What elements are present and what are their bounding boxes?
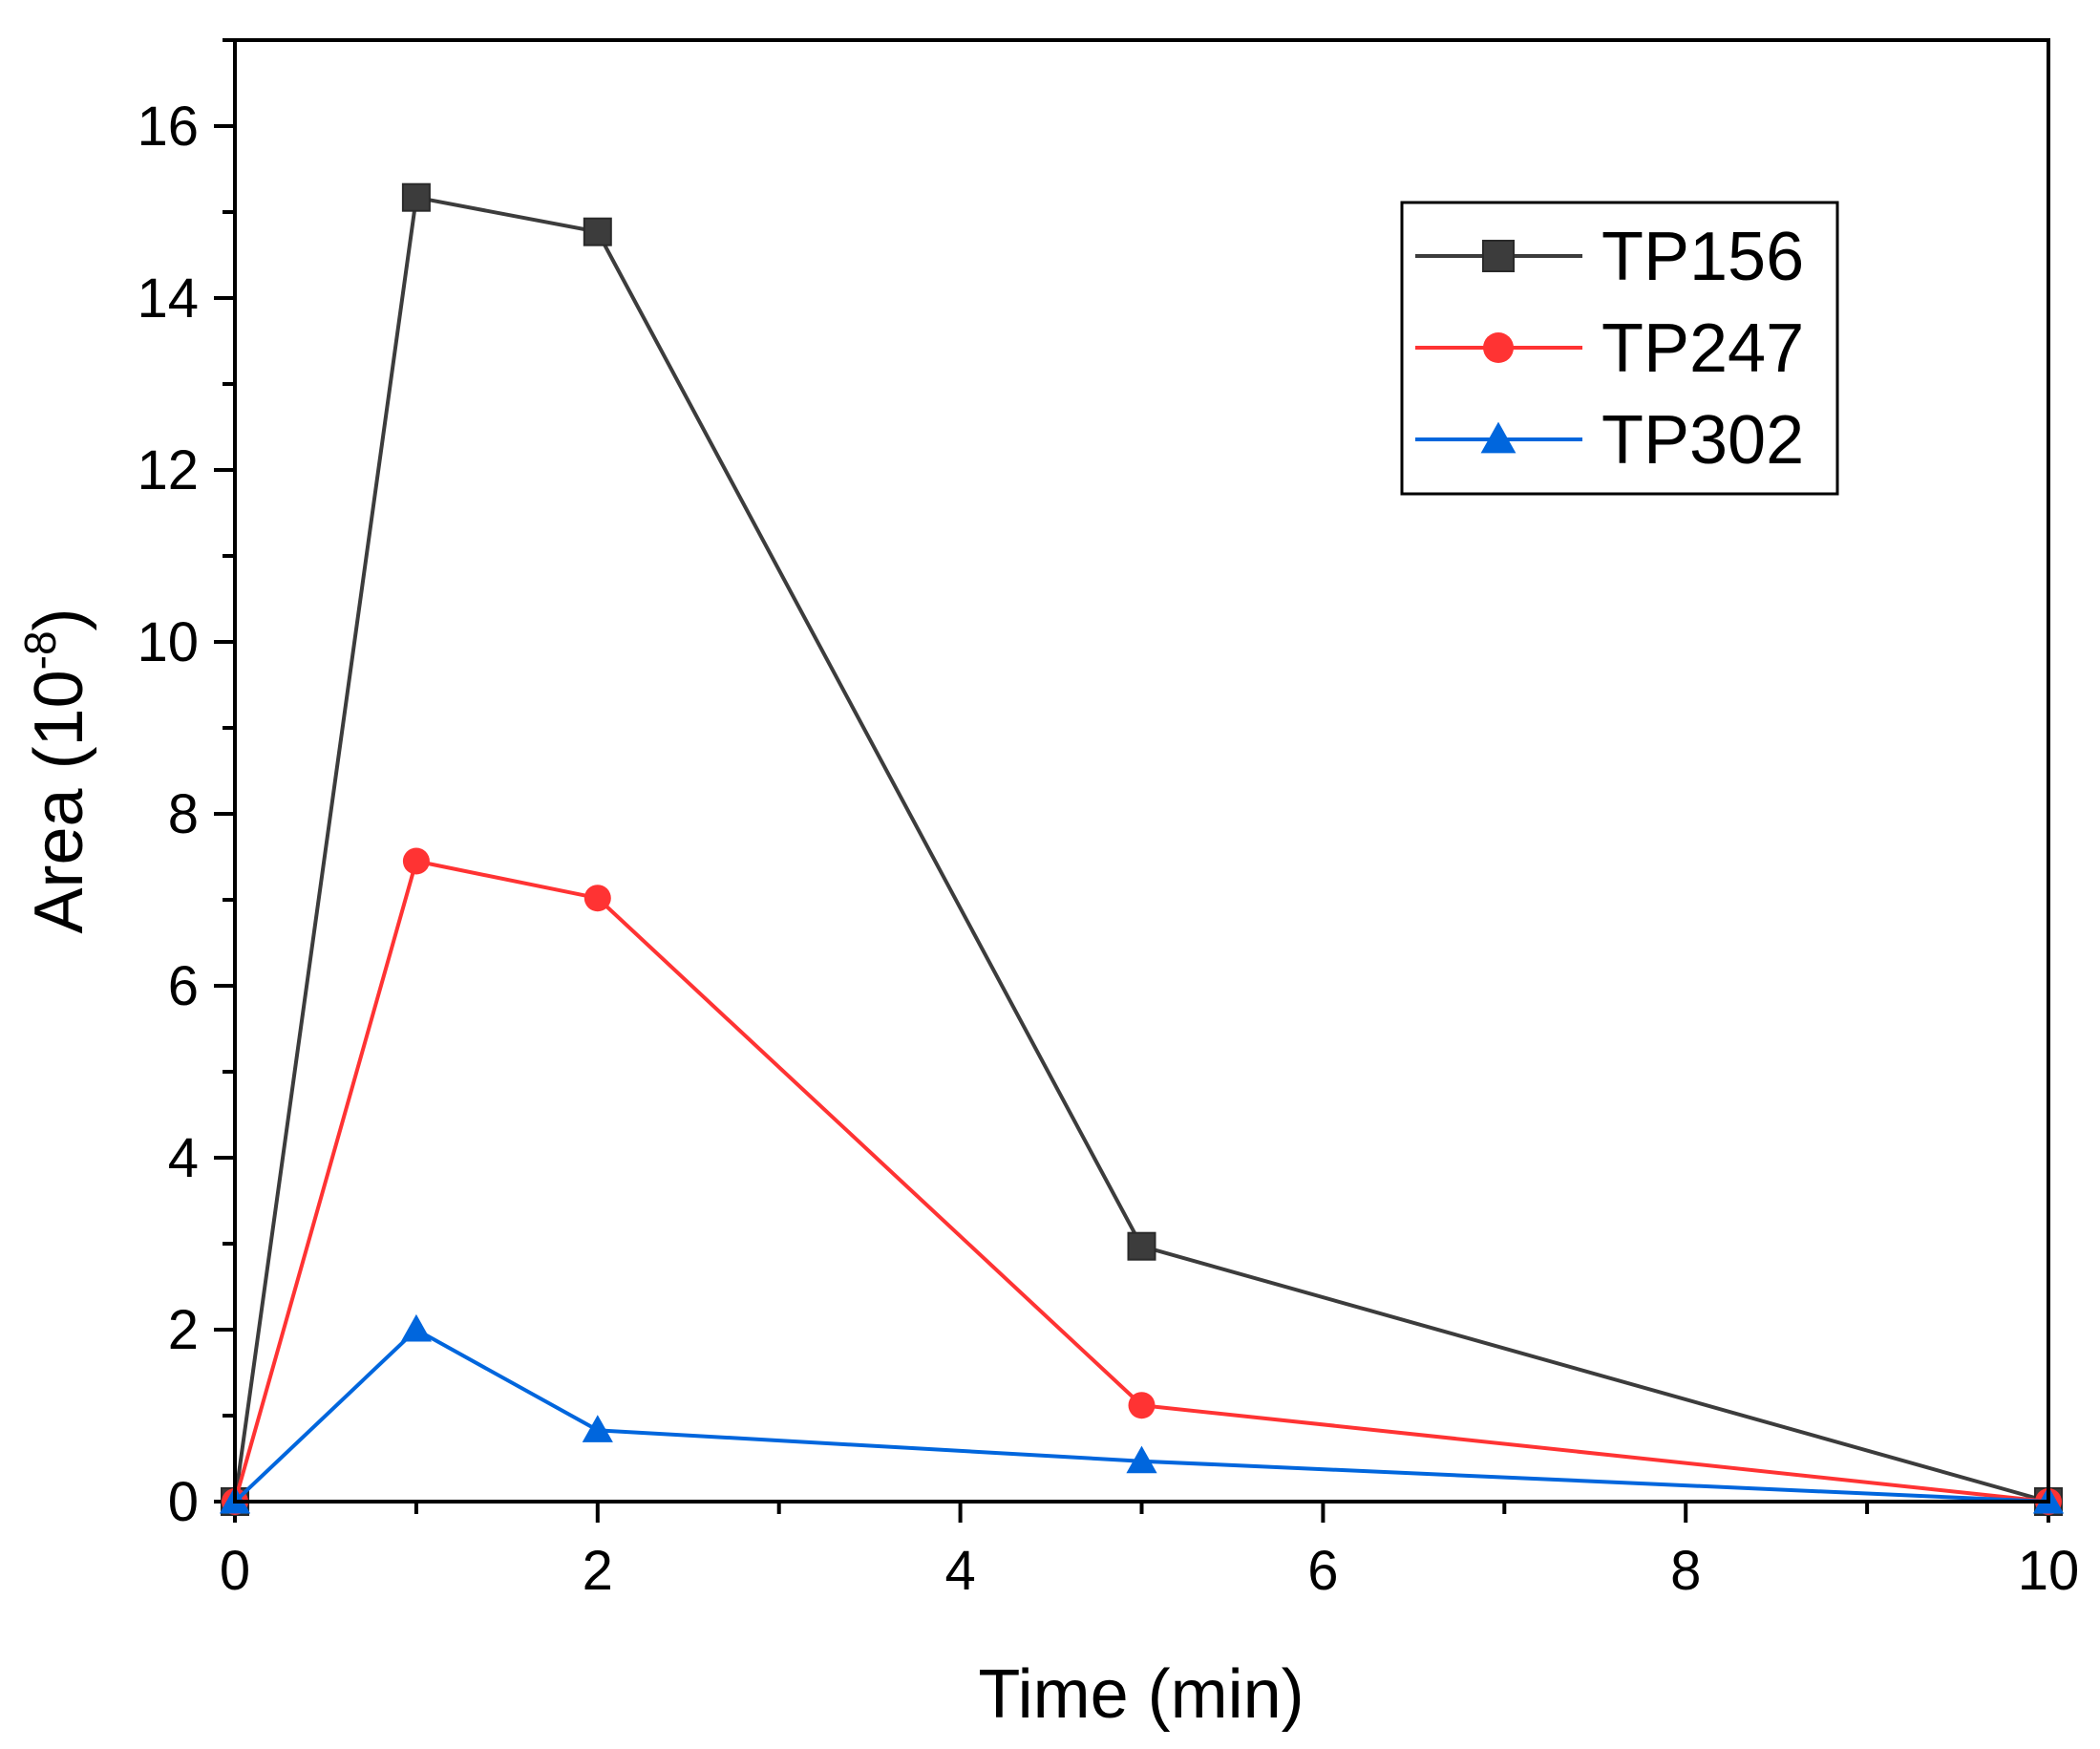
y-tick-label: 6 <box>168 955 199 1017</box>
series-tp247 <box>222 847 2062 1515</box>
x-tick-label: 0 <box>220 1540 250 1602</box>
legend-items: TP156 TP247 TP302 <box>1415 219 1804 479</box>
legend-marker <box>1480 421 1517 454</box>
legend-label: TP247 <box>1602 310 1804 387</box>
legend-marker <box>1483 332 1514 363</box>
data-point <box>583 885 611 912</box>
x-tick-label: 8 <box>1670 1540 1701 1602</box>
data-point <box>401 182 431 212</box>
x-tick-label: 6 <box>1307 1540 1338 1602</box>
y-tick-label: 14 <box>137 267 199 330</box>
y-tick-label: 2 <box>168 1299 199 1361</box>
data-point <box>583 217 612 246</box>
y-axis-title-end: ) <box>21 608 97 630</box>
y-axis-ticks: 0 2 4 6 8 10 12 14 16 <box>137 38 235 1533</box>
y-axis-title-superscript: -8 <box>15 630 65 670</box>
x-tick-label: 2 <box>583 1540 613 1602</box>
y-tick-label: 10 <box>137 611 199 673</box>
plot-frame <box>233 38 2050 1504</box>
y-tick-label: 4 <box>168 1127 199 1189</box>
data-point <box>400 1313 432 1342</box>
y-tick-label: 12 <box>137 439 199 501</box>
y-axis-title: Area (10-8) <box>15 608 97 933</box>
legend: TP156 TP247 TP302 <box>1400 201 1839 496</box>
data-point <box>1127 1231 1156 1261</box>
legend-item-tp302: TP302 <box>1415 402 1804 479</box>
y-tick-label: 0 <box>168 1471 199 1533</box>
data-point <box>582 1415 613 1442</box>
series-layer <box>219 182 2065 1516</box>
legend-label: TP156 <box>1602 219 1804 295</box>
x-tick-label: 4 <box>944 1540 975 1602</box>
data-point <box>402 847 430 875</box>
x-axis-ticks: 0 2 4 6 8 10 <box>220 1502 2079 1602</box>
x-tick-label: 10 <box>2018 1540 2080 1602</box>
y-axis-title-main: Area (10 <box>21 670 97 933</box>
legend-item-tp156: TP156 <box>1415 219 1804 295</box>
legend-item-tp247: TP247 <box>1415 310 1804 387</box>
y-tick-label: 8 <box>168 783 199 845</box>
x-axis-title: Time (min) <box>978 1656 1304 1733</box>
y-tick-label: 16 <box>137 96 199 158</box>
legend-label: TP302 <box>1602 402 1804 479</box>
data-point <box>1126 1445 1157 1474</box>
data-point <box>1128 1392 1156 1419</box>
legend-marker <box>1482 240 1515 272</box>
